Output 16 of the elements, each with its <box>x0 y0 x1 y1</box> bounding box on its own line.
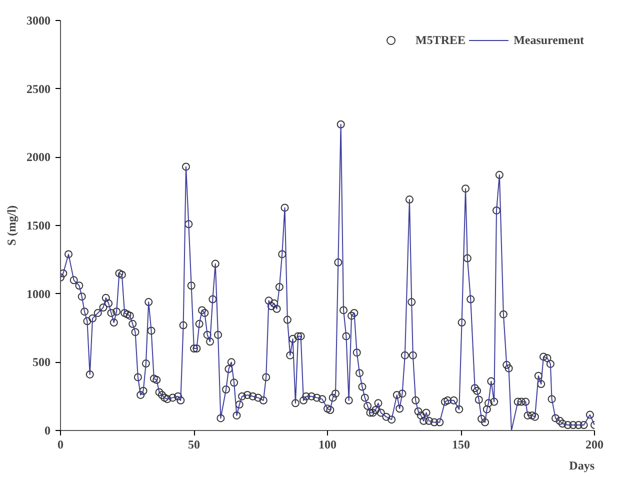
x-tick-label: 50 <box>188 438 200 452</box>
x-tick-label: 150 <box>452 438 470 452</box>
x-tick-label: 0 <box>58 438 64 452</box>
y-tick-label: 0 <box>44 424 50 438</box>
legend-label: Measurement <box>514 32 584 48</box>
x-tick-label: 100 <box>318 438 336 452</box>
y-axis-title: S (mg/l) <box>4 205 18 246</box>
y-tick-label: 2500 <box>26 82 50 96</box>
y-tick-label: 1500 <box>26 218 50 232</box>
x-tick-label: 200 <box>586 438 604 452</box>
x-axis-title: Days <box>569 458 595 472</box>
y-tick-label: 3000 <box>26 14 50 28</box>
legend-label: M5TREE <box>416 32 466 48</box>
y-tick-label: 2000 <box>26 150 50 164</box>
y-tick-label: 500 <box>32 355 50 370</box>
y-tick-label: 1000 <box>26 286 50 301</box>
